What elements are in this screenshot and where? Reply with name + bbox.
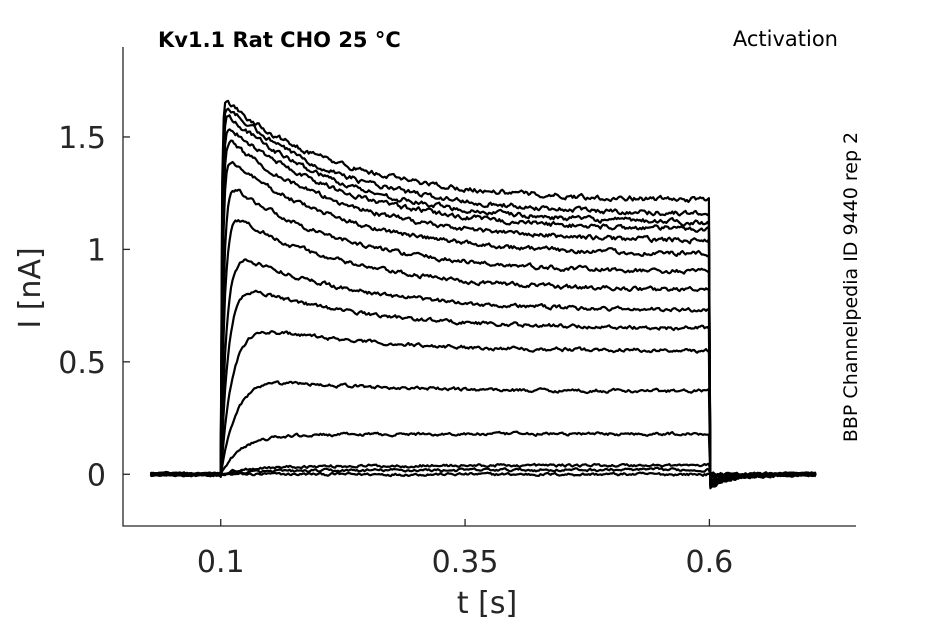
y-tick-label: 0.5	[58, 346, 106, 381]
current-trace-8	[150, 258, 817, 483]
axes-frame	[122, 47, 856, 527]
x-axis-label: t [s]	[457, 586, 517, 621]
current-trace-3	[150, 462, 817, 478]
y-axis-ticks: 0 0.5 1 1.5	[58, 121, 130, 493]
current-trace-14	[150, 114, 817, 490]
current-trace-15	[150, 107, 817, 487]
source-label: BBP Channelpedia ID 9440 rep 2	[840, 132, 862, 442]
current-trace-11	[150, 160, 817, 487]
current-trace-6	[149, 330, 817, 482]
current-trace-4	[150, 430, 817, 479]
x-tick-label: 0.1	[197, 545, 245, 580]
y-axis-label: I [nA]	[13, 247, 48, 328]
current-trace-13	[150, 128, 816, 487]
current-trace-10	[149, 188, 817, 487]
current-trace-7	[149, 289, 817, 482]
y-tick-label: 1.5	[58, 121, 106, 156]
x-axis-ticks: 0.1 0.35 0.6	[197, 519, 733, 580]
current-trace-16	[150, 99, 817, 489]
x-tick-label: 0.35	[432, 545, 499, 580]
protocol-label: Activation	[733, 27, 838, 51]
trace-group	[149, 99, 817, 490]
current-trace-9	[149, 219, 817, 484]
chart-title: Kv1.1 Rat CHO 25 °C	[158, 28, 401, 52]
current-trace-2	[150, 466, 817, 478]
current-trace-12	[149, 139, 817, 486]
y-tick-label: 1	[87, 233, 106, 268]
x-tick-label: 0.6	[686, 545, 734, 580]
y-tick-label: 0	[87, 458, 106, 493]
current-trace-5	[150, 380, 817, 479]
current-trace-1	[149, 471, 817, 478]
